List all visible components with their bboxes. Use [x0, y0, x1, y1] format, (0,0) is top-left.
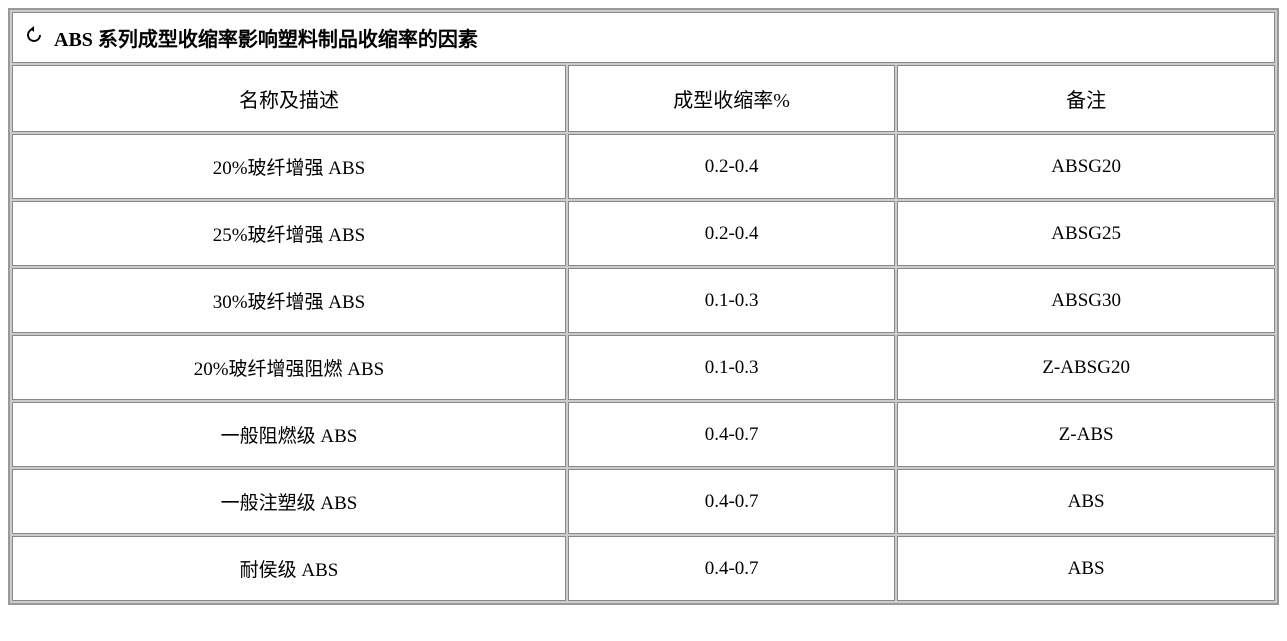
table-title-cell: ABS 系列成型收缩率影响塑料制品收缩率的因素	[12, 12, 1275, 63]
cell-name: 耐侯级 ABS	[12, 536, 566, 601]
table-row: 一般注塑级 ABS 0.4-0.7 ABS	[12, 469, 1275, 534]
table-title: ABS 系列成型收缩率影响塑料制品收缩率的因素	[54, 29, 478, 51]
cell-name: 一般阻燃级 ABS	[12, 402, 566, 467]
table-row: 20%玻纤增强阻燃 ABS 0.1-0.3 Z-ABSG20	[12, 335, 1275, 400]
cell-name: 30%玻纤增强 ABS	[12, 268, 566, 333]
table-row: 30%玻纤增强 ABS 0.1-0.3 ABSG30	[12, 268, 1275, 333]
cell-note: ABSG30	[897, 268, 1275, 333]
refresh-icon	[25, 26, 43, 50]
abs-shrinkage-table: ABS 系列成型收缩率影响塑料制品收缩率的因素 名称及描述 成型收缩率% 备注 …	[8, 8, 1279, 605]
cell-name: 20%玻纤增强 ABS	[12, 134, 566, 199]
cell-note: ABS	[897, 469, 1275, 534]
cell-name: 一般注塑级 ABS	[12, 469, 566, 534]
cell-rate: 0.4-0.7	[568, 402, 895, 467]
table-row: 20%玻纤增强 ABS 0.2-0.4 ABSG20	[12, 134, 1275, 199]
table-title-row: ABS 系列成型收缩率影响塑料制品收缩率的因素	[12, 12, 1275, 63]
table-row: 耐侯级 ABS 0.4-0.7 ABS	[12, 536, 1275, 601]
table-row: 一般阻燃级 ABS 0.4-0.7 Z-ABS	[12, 402, 1275, 467]
header-rate: 成型收缩率%	[568, 65, 895, 132]
cell-note: Z-ABS	[897, 402, 1275, 467]
cell-note: ABSG25	[897, 201, 1275, 266]
cell-name: 25%玻纤增强 ABS	[12, 201, 566, 266]
cell-rate: 0.2-0.4	[568, 134, 895, 199]
cell-name: 20%玻纤增强阻燃 ABS	[12, 335, 566, 400]
cell-rate: 0.1-0.3	[568, 335, 895, 400]
table-header-row: 名称及描述 成型收缩率% 备注	[12, 65, 1275, 132]
cell-rate: 0.1-0.3	[568, 268, 895, 333]
header-name: 名称及描述	[12, 65, 566, 132]
cell-note: Z-ABSG20	[897, 335, 1275, 400]
cell-rate: 0.2-0.4	[568, 201, 895, 266]
cell-rate: 0.4-0.7	[568, 469, 895, 534]
header-note: 备注	[897, 65, 1275, 132]
cell-note: ABSG20	[897, 134, 1275, 199]
cell-note: ABS	[897, 536, 1275, 601]
table-row: 25%玻纤增强 ABS 0.2-0.4 ABSG25	[12, 201, 1275, 266]
cell-rate: 0.4-0.7	[568, 536, 895, 601]
